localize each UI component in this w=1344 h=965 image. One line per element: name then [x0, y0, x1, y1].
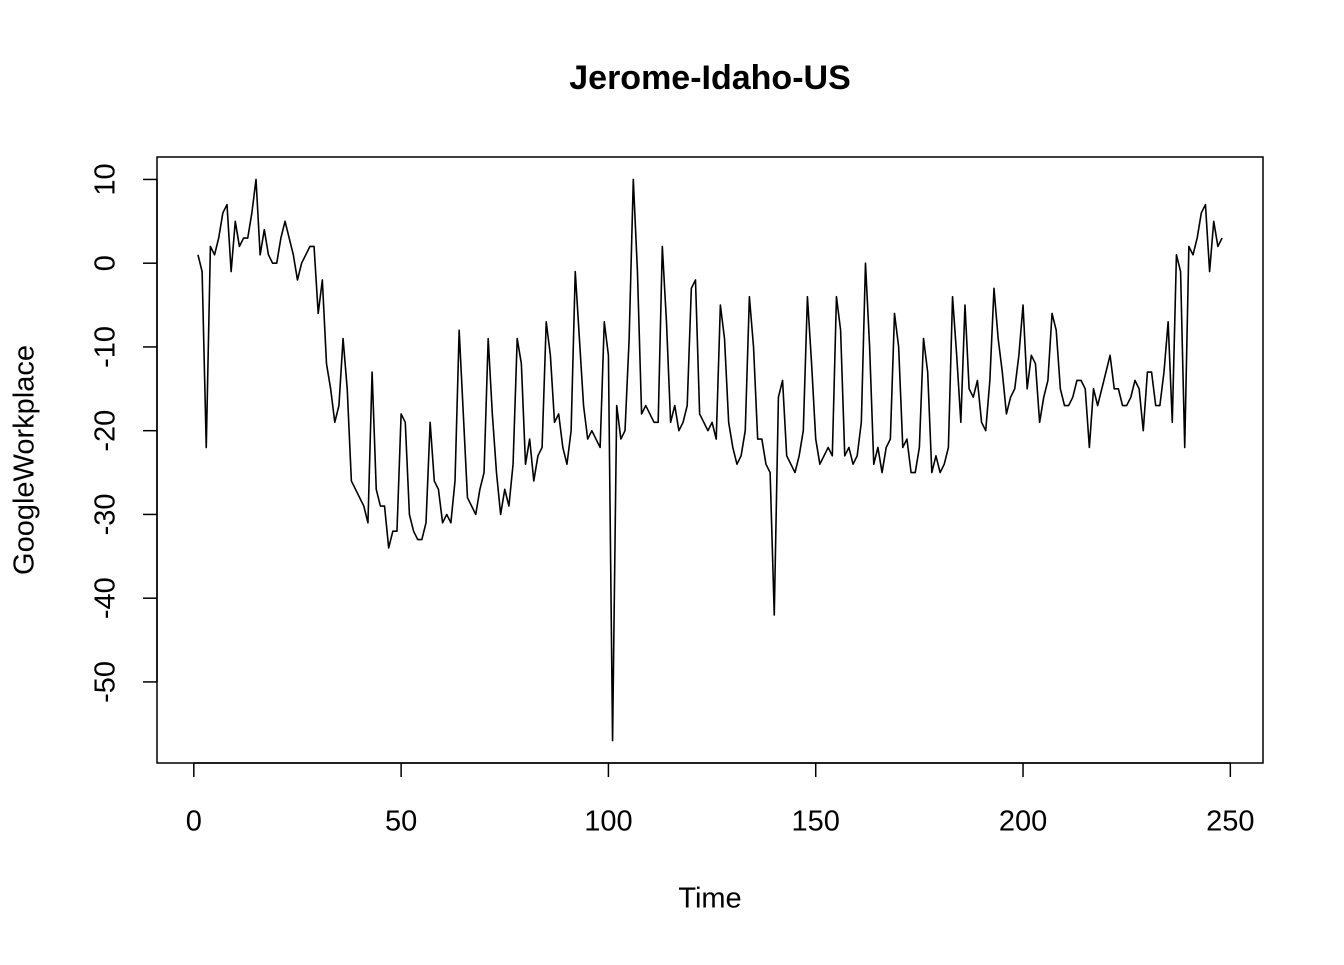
y-tick-label: -50 — [90, 661, 122, 703]
y-tick-label: -40 — [90, 577, 122, 619]
chart-title: Jerome-Idaho-US — [569, 59, 851, 97]
x-tick-label: 50 — [385, 806, 417, 838]
y-tick-label: 0 — [90, 255, 122, 271]
data-line — [197, 178, 1223, 742]
x-tick-label: 200 — [999, 806, 1047, 838]
y-tick-label: 10 — [90, 163, 122, 195]
x-axis-label: Time — [678, 883, 741, 915]
y-axis-label: GoogleWorkplace — [9, 345, 41, 575]
x-tick-label: 0 — [186, 806, 202, 838]
x-tick-label: 150 — [792, 806, 840, 838]
x-tick-label: 100 — [584, 806, 632, 838]
x-tick-label: 250 — [1206, 806, 1254, 838]
y-tick-label: -20 — [90, 410, 122, 452]
y-tick-label: -30 — [90, 493, 122, 535]
plot-box — [156, 156, 1264, 764]
y-tick-label: -10 — [90, 326, 122, 368]
